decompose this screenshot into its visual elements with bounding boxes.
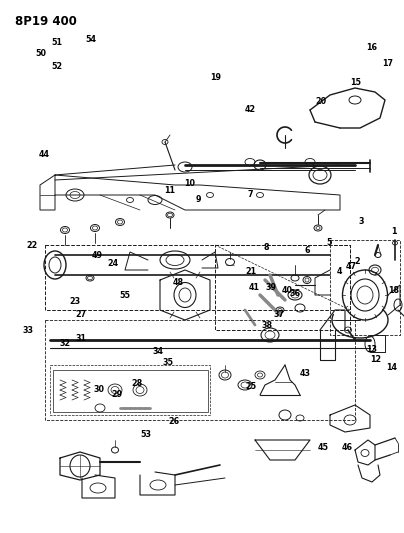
Text: 23: 23 (69, 297, 80, 305)
Text: 49: 49 (91, 252, 103, 260)
Text: 40: 40 (281, 286, 292, 295)
Text: 24: 24 (107, 260, 119, 268)
Text: 12: 12 (370, 356, 381, 364)
Text: 25: 25 (245, 382, 256, 391)
Text: 29: 29 (112, 390, 123, 399)
Text: 10: 10 (184, 180, 196, 188)
Text: 19: 19 (210, 73, 222, 82)
Text: 39: 39 (265, 284, 276, 292)
Text: 52: 52 (51, 62, 62, 71)
Text: 2: 2 (355, 257, 360, 265)
Text: 3: 3 (359, 217, 364, 225)
Text: 36: 36 (289, 289, 301, 297)
Text: 11: 11 (164, 187, 175, 195)
Bar (53, 370, 208, 412)
Text: 48: 48 (172, 278, 183, 287)
Text: 41: 41 (249, 284, 260, 292)
Text: 38: 38 (261, 321, 272, 329)
Text: 54: 54 (85, 36, 97, 44)
Text: 27: 27 (75, 310, 86, 319)
Text: 33: 33 (23, 326, 34, 335)
Text: 22: 22 (27, 241, 38, 249)
Text: 4: 4 (337, 268, 342, 276)
Text: 8: 8 (264, 244, 269, 252)
Text: 15: 15 (350, 78, 361, 87)
Text: 18: 18 (388, 286, 400, 295)
Text: 37: 37 (273, 310, 284, 319)
Text: 16: 16 (366, 44, 377, 52)
Text: 6: 6 (304, 246, 310, 255)
Text: 32: 32 (59, 340, 70, 348)
Text: 46: 46 (342, 443, 353, 452)
Text: 9: 9 (195, 196, 201, 204)
Text: 1: 1 (391, 228, 397, 236)
Text: 50: 50 (35, 49, 46, 58)
Text: 45: 45 (318, 443, 329, 452)
Text: 8P19 400: 8P19 400 (15, 15, 77, 28)
Text: 31: 31 (75, 334, 86, 343)
Text: 28: 28 (132, 379, 143, 388)
Text: 47: 47 (346, 262, 357, 271)
Text: 17: 17 (382, 60, 393, 68)
Text: 20: 20 (316, 97, 327, 106)
Text: 26: 26 (168, 417, 179, 425)
Text: 42: 42 (245, 105, 256, 114)
Text: 44: 44 (39, 150, 50, 159)
Text: 14: 14 (386, 364, 398, 372)
Text: 30: 30 (93, 385, 105, 393)
Text: 34: 34 (152, 348, 163, 356)
Text: 53: 53 (140, 430, 151, 439)
Text: 35: 35 (162, 358, 173, 367)
Text: 13: 13 (366, 345, 377, 353)
Text: 7: 7 (248, 190, 253, 199)
Text: 5: 5 (326, 238, 332, 247)
Text: 55: 55 (120, 292, 131, 300)
Text: 43: 43 (299, 369, 311, 377)
Text: 51: 51 (51, 38, 62, 47)
Text: 21: 21 (245, 268, 256, 276)
